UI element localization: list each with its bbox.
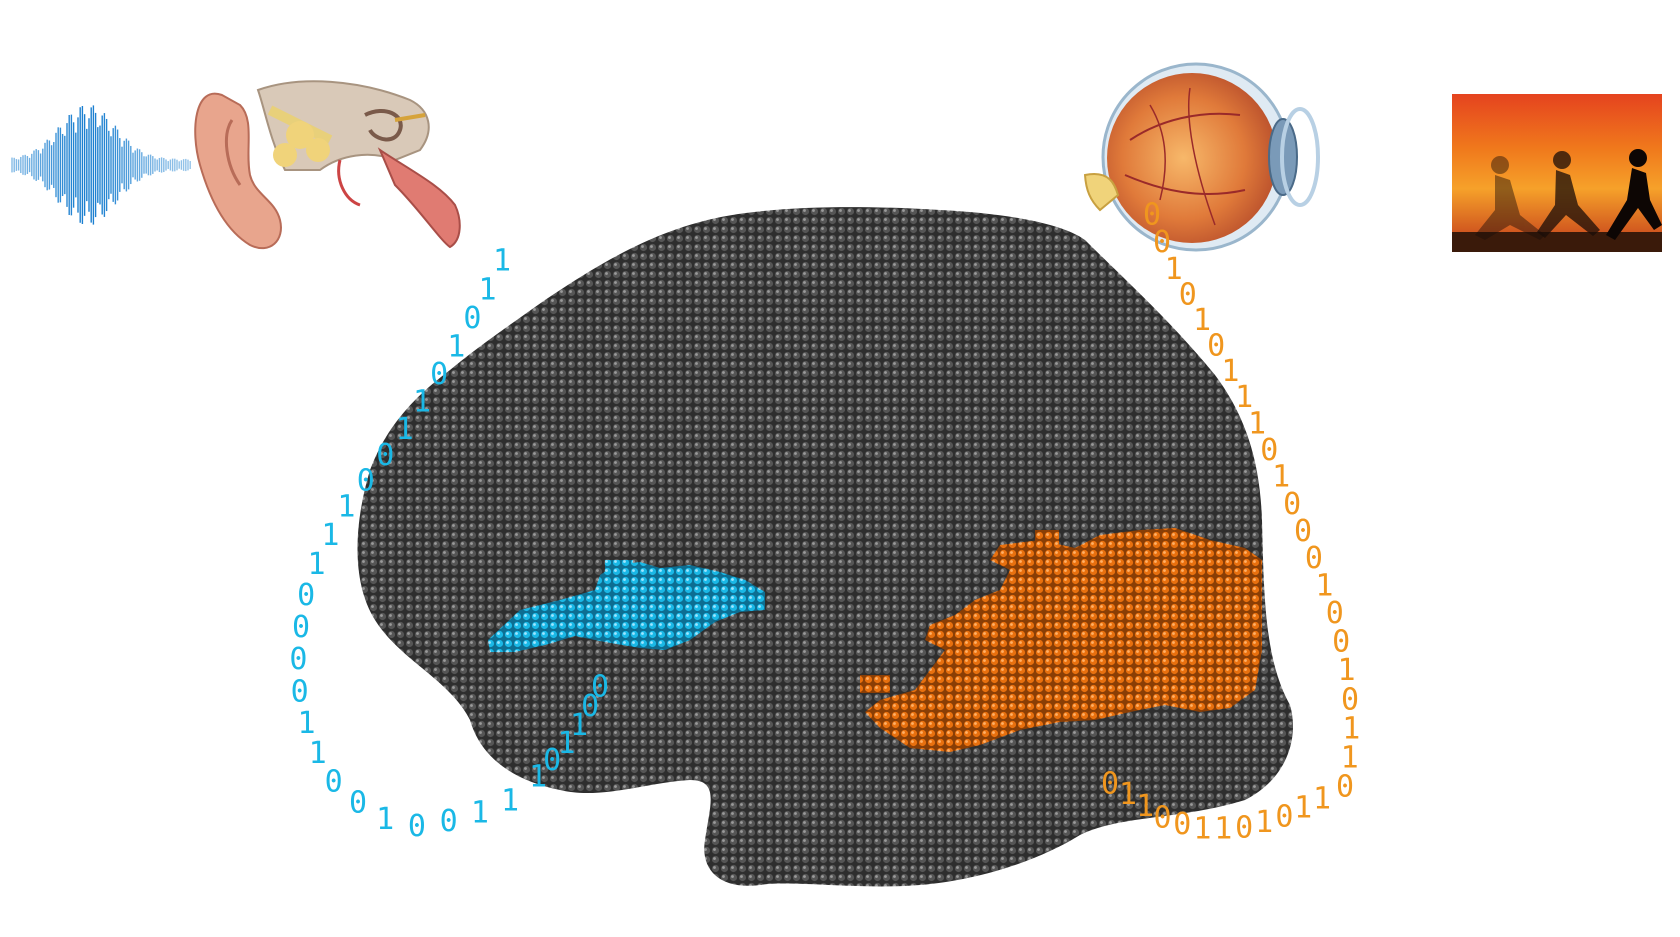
binary-digit: 1 xyxy=(1341,741,1359,776)
binary-digit: 0 xyxy=(1101,767,1119,802)
binary-digit: 0 xyxy=(292,610,310,645)
binary-digit: 0 xyxy=(357,464,375,499)
binary-digit: 1 xyxy=(309,736,327,771)
binary-digit: 0 xyxy=(440,804,458,839)
binary-digit: 1 xyxy=(1136,789,1154,824)
binary-digit: 1 xyxy=(1315,569,1333,604)
binary-digit: 0 xyxy=(376,438,394,473)
binary-digit: 0 xyxy=(1275,800,1293,835)
binary-digit: 1 xyxy=(1221,354,1239,389)
visual-cortex-region xyxy=(860,528,1262,752)
binary-digit: 0 xyxy=(1153,800,1171,835)
binary-digit: 1 xyxy=(337,490,355,525)
binary-digit: 0 xyxy=(1294,514,1312,549)
binary-digit: 0 xyxy=(1283,487,1301,522)
binary-digit: 1 xyxy=(1119,777,1137,812)
binary-digit: 0 xyxy=(543,743,561,778)
binary-digit: 0 xyxy=(325,764,343,799)
binary-digit: 1 xyxy=(376,802,394,837)
binary-digit: 1 xyxy=(307,547,325,582)
binary-digit: 0 xyxy=(1179,277,1197,312)
binary-digit: 1 xyxy=(529,760,547,795)
binary-digit: 1 xyxy=(570,708,588,743)
binary-digit: 0 xyxy=(581,689,599,724)
binary-digit: 0 xyxy=(1207,329,1225,364)
binary-digit: 1 xyxy=(1313,782,1331,817)
binary-digit: 0 xyxy=(463,301,481,336)
binary-digit: 0 xyxy=(1260,433,1278,468)
binary-digit: 1 xyxy=(1337,653,1355,688)
binary-digit: 0 xyxy=(349,786,367,821)
binary-digit: 0 xyxy=(289,642,307,677)
binary-digit: 1 xyxy=(1165,252,1183,287)
binary-digit: 1 xyxy=(478,273,496,308)
sound-wave-icon xyxy=(11,105,191,225)
binary-digit: 0 xyxy=(291,674,309,709)
binary-digit: 1 xyxy=(471,796,489,831)
binary-digit: 1 xyxy=(1342,712,1360,747)
binary-digit: 1 xyxy=(1193,812,1211,847)
binary-digit: 1 xyxy=(1294,791,1312,826)
binary-digit: 0 xyxy=(1332,625,1350,660)
binary-digit: 0 xyxy=(430,357,448,392)
binary-digit: 1 xyxy=(1272,460,1290,495)
binary-digit: 1 xyxy=(493,244,511,279)
binary-digit: 1 xyxy=(1235,380,1253,415)
auditory-cortex-region xyxy=(488,560,765,652)
binary-digit: 1 xyxy=(1214,812,1232,847)
binary-digit: 0 xyxy=(1305,541,1323,576)
binary-digit: 1 xyxy=(413,384,431,419)
binary-digit: 0 xyxy=(1336,770,1354,805)
binary-digit: 1 xyxy=(1193,303,1211,338)
binary-digit: 1 xyxy=(321,518,339,553)
binary-digit: 1 xyxy=(501,784,519,819)
binary-digit: 0 xyxy=(408,809,426,844)
binary-digit: 1 xyxy=(447,329,465,364)
binary-digit: 0 xyxy=(591,670,609,705)
running-people-scene-icon xyxy=(1452,94,1662,252)
binary-digit: 1 xyxy=(1248,406,1266,441)
eye-anatomy-icon xyxy=(1083,62,1320,252)
binary-digit: 1 xyxy=(297,706,315,741)
binary-digit: 0 xyxy=(1153,225,1171,260)
binary-digit: 1 xyxy=(557,726,575,761)
ear-anatomy-icon xyxy=(194,80,461,250)
voxel-brain-icon xyxy=(357,207,1293,887)
binary-digit: 0 xyxy=(1235,810,1253,845)
binary-digit: 0 xyxy=(297,578,315,613)
binary-digit: 0 xyxy=(1341,682,1359,717)
binary-digit: 0 xyxy=(1143,198,1161,233)
binary-digit: 1 xyxy=(1255,805,1273,840)
binary-digit: 0 xyxy=(1326,596,1344,631)
binary-digit: 1 xyxy=(396,412,414,447)
binary-digit: 0 xyxy=(1173,807,1191,842)
